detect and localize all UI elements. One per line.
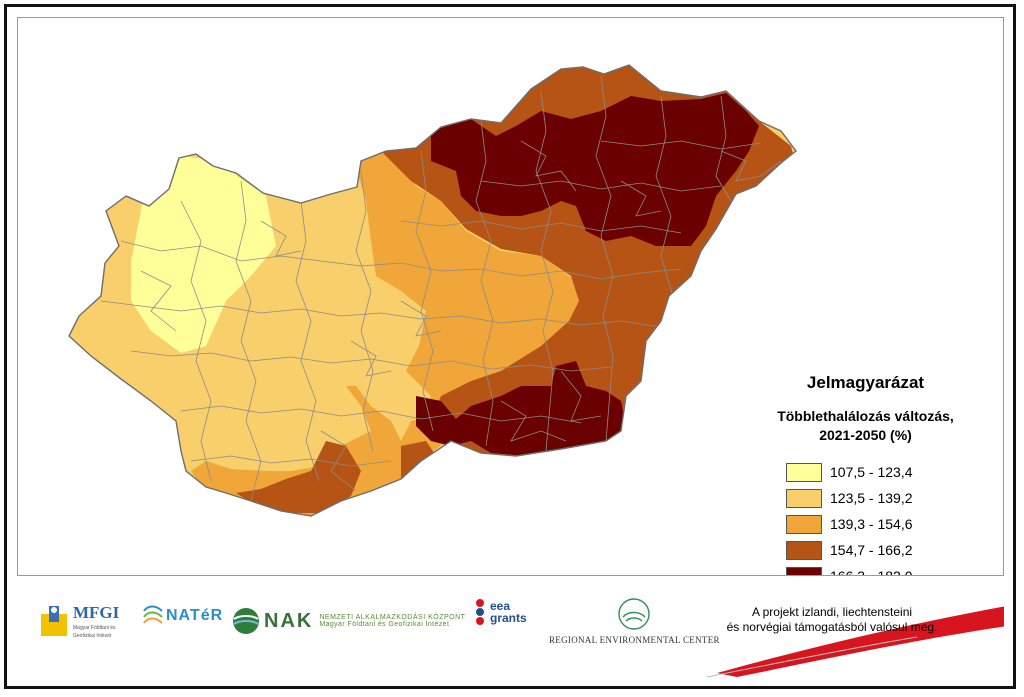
- nak-logo: NAK NEMZETI ALKALMAZKODÁSI KÖZPONT Magya…: [232, 607, 465, 635]
- funding-line1: A projekt izlandi, liechtensteini: [751, 605, 913, 619]
- rec-logo: REGIONAL ENVIRONMENTAL CENTER: [549, 597, 720, 645]
- legend-item: 166,3 - 182,0: [786, 563, 973, 576]
- rec-circle-icon: [618, 598, 651, 630]
- eea-line2: grants: [490, 611, 527, 625]
- legend-subtitle: Többlethalálozás változás, 2021-2050 (%): [758, 407, 973, 445]
- district-boundaries: [100, 75, 782, 502]
- legend-subtitle-line1: Többlethalálozás változás,: [777, 408, 954, 424]
- nater-waves-icon: [143, 605, 163, 624]
- mfgi-logo: MFGI Magyar Földtani és Geofizikai Intéz…: [39, 603, 151, 639]
- nak-name: NAK: [264, 609, 314, 632]
- region-class-4-south: [401, 441, 436, 479]
- nak-sub-line2: Magyar Földtani és Geofizikai Intézet: [319, 621, 450, 628]
- legend-subtitle-line2: 2021-2050 (%): [819, 427, 912, 443]
- footer-logos: MFGI Magyar Földtani és Geofizikai Intéz…: [17, 581, 1004, 681]
- legend-swatch: [786, 488, 822, 508]
- eea-grants-logo: eea grants: [473, 597, 527, 627]
- legend-swatch: [786, 540, 822, 560]
- legend-item: 154,7 - 166,2: [786, 537, 973, 563]
- legend-label: 139,3 - 154,6: [830, 516, 913, 532]
- mfgi-name: MFGI: [73, 603, 120, 622]
- region-class-5-se: [416, 361, 626, 456]
- legend-swatch: [786, 514, 822, 534]
- eea-flags-icon: [476, 599, 484, 625]
- legend-label: 107,5 - 123,4: [830, 464, 913, 480]
- legend-title: Jelmagyarázat: [806, 373, 925, 392]
- funding-line2: és norvégiai támogatásból valósul meg.: [726, 620, 938, 634]
- nater-name: NATéR: [166, 607, 224, 624]
- hungary-outline: [68, 64, 797, 517]
- rec-name: REGIONAL ENVIRONMENTAL CENTER: [549, 635, 720, 645]
- legend-label: 166,3 - 182,0: [830, 568, 913, 576]
- legend-label: 123,5 - 139,2: [830, 490, 913, 506]
- mfgi-emblem-icon: [41, 606, 67, 636]
- funding-note: A projekt izlandi, liechtensteini és nor…: [707, 605, 957, 635]
- legend-swatch: [786, 462, 822, 482]
- nak-globe-icon: [233, 608, 259, 634]
- mfgi-sub-line1: Magyar Földtani és: [73, 625, 116, 631]
- legend-item: 123,5 - 139,2: [786, 485, 973, 511]
- legend-swatch: [786, 566, 822, 575]
- eea-line1: eea: [490, 599, 511, 613]
- legend-item: 107,5 - 123,4: [786, 459, 973, 485]
- region-class-3: [191, 151, 581, 516]
- nak-sub-line1: NEMZETI ALKALMAZKODÁSI KÖZPONT: [319, 614, 466, 621]
- mfgi-sub-line2: Geofizikai Intézet: [73, 633, 112, 639]
- hungary-map: [68, 64, 797, 517]
- region-class-5-ne: [431, 93, 759, 246]
- nater-logo: NATéR: [142, 603, 223, 629]
- legend-label: 154,7 - 166,2: [830, 542, 913, 558]
- red-swoosh: [706, 606, 1004, 678]
- map-panel: Jelmagyarázat Többlethalálozás változás,…: [17, 17, 1004, 576]
- legend-item: 139,3 - 154,6: [786, 511, 973, 537]
- map-regions: [69, 65, 796, 516]
- legend-classes: 107,5 - 123,4 123,5 - 139,2 139,3 - 154,…: [758, 459, 973, 576]
- region-class-4-sw: [236, 441, 361, 513]
- region-class-1: [131, 151, 276, 353]
- map-legend: Jelmagyarázat Többlethalálozás változás,…: [758, 373, 973, 576]
